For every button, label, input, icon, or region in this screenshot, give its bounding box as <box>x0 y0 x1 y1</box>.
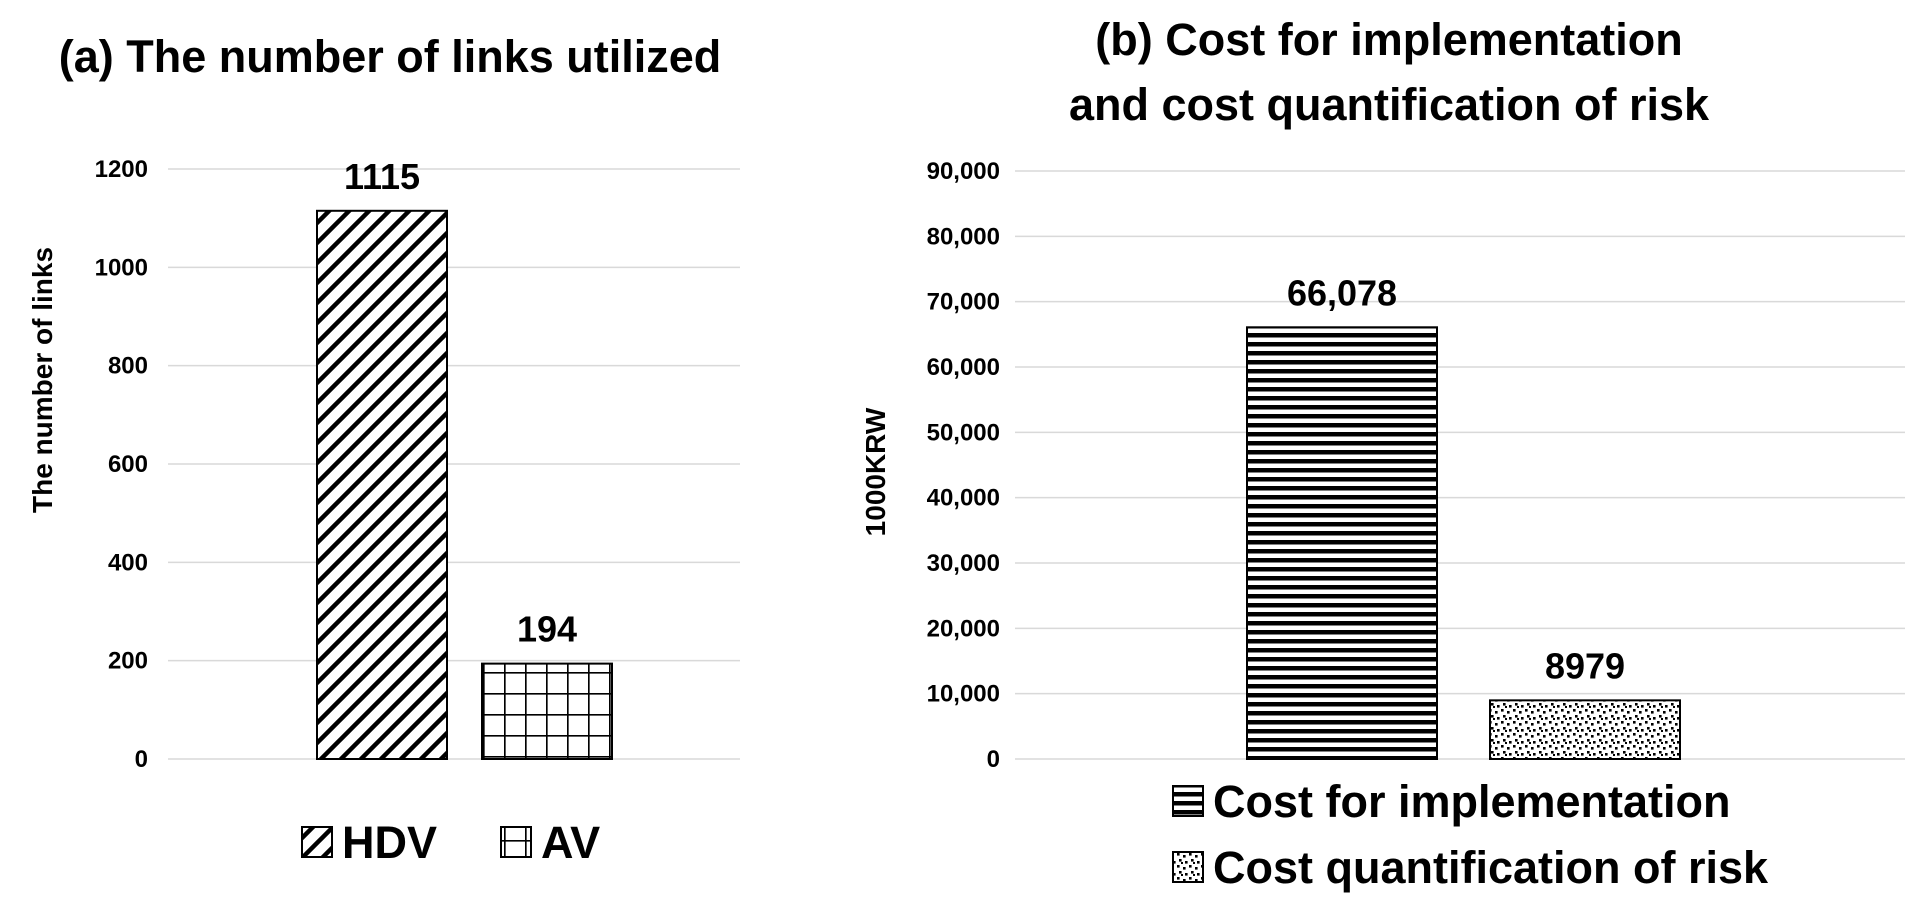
y-tick-label: 10,000 <box>927 681 1000 708</box>
legend-hdv-swatch <box>301 826 333 858</box>
y-tick-label: 50,000 <box>927 419 1000 446</box>
chart-a-legend: HDV AV <box>301 817 600 868</box>
chart-b-y-ticks: 0 10,000 20,000 30,000 40,000 50,000 60,000 70,… <box>927 158 1000 773</box>
chart-b-data-labels: 66,078 8979 <box>1287 272 1625 686</box>
y-tick-label: 70,000 <box>927 289 1000 316</box>
legend-implementation-label: Cost for implementation <box>1213 776 1731 827</box>
y-tick-label: 400 <box>108 549 148 576</box>
y-tick-label: 1000 <box>95 254 148 281</box>
legend-implementation-swatch <box>1172 785 1204 817</box>
chart-a-bars <box>316 209 613 760</box>
chart-b-gridlines <box>1015 170 1905 760</box>
chart-b-y-axis-label: 1000KRW <box>860 407 891 536</box>
chart-b-bars <box>1246 326 1681 761</box>
y-tick-label: 0 <box>987 746 1000 773</box>
bar-hdv <box>316 209 448 760</box>
chart-b-title-line-1: (b) Cost for implementation <box>1095 14 1682 65</box>
y-tick-label: 0 <box>135 746 148 773</box>
bar-cost-risk-value-label: 8979 <box>1545 645 1625 686</box>
chart-cost: (b) Cost for implementation and cost qua… <box>860 14 1905 893</box>
bar-cost-implementation <box>1246 326 1438 760</box>
bar-av <box>481 662 613 760</box>
legend-av-label: AV <box>541 817 600 868</box>
y-tick-label: 600 <box>108 451 148 478</box>
y-tick-label: 40,000 <box>927 485 1000 512</box>
y-tick-label: 90,000 <box>927 158 1000 185</box>
legend-risk-swatch <box>1172 851 1204 883</box>
bar-av-value-label: 194 <box>517 609 577 650</box>
legend-av-swatch <box>500 826 532 858</box>
y-tick-label: 30,000 <box>927 550 1000 577</box>
chart-a-y-axis-label: The number of links <box>27 247 58 513</box>
bar-cost-risk <box>1489 699 1681 761</box>
chart-a-gridlines <box>168 168 740 760</box>
bar-hdv-value-label: 1115 <box>344 156 420 197</box>
chart-a-data-labels: 1115 194 <box>344 156 577 650</box>
y-tick-label: 800 <box>108 353 148 380</box>
y-tick-label: 80,000 <box>927 223 1000 250</box>
y-tick-label: 60,000 <box>927 354 1000 381</box>
y-tick-label: 1200 <box>95 156 148 183</box>
legend-risk-label: Cost quantification of risk <box>1213 842 1769 893</box>
legend-hdv-label: HDV <box>342 817 437 868</box>
bar-cost-implementation-value-label: 66,078 <box>1287 272 1397 313</box>
chart-a-title: (a) The number of links utilized <box>59 31 722 82</box>
chart-b-legend: Cost for implementation Cost quantificat… <box>1172 776 1769 893</box>
chart-links-utilized: (a) The number of links utilized 0 200 400… <box>27 31 740 868</box>
y-tick-label: 200 <box>108 648 148 675</box>
chart-b-title-line-2: and cost quantification of risk <box>1069 79 1710 130</box>
chart-a-y-ticks: 0 200 400 600 800 1000 1200 <box>95 156 148 773</box>
y-tick-label: 20,000 <box>927 615 1000 642</box>
